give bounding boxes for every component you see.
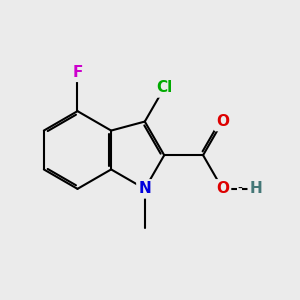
Text: N: N [138,182,151,196]
Text: O: O [216,114,229,129]
Text: F: F [72,65,83,80]
Text: H: H [250,182,262,196]
Text: Cl: Cl [156,80,172,95]
Text: O: O [216,182,229,196]
Text: -: - [237,182,242,196]
